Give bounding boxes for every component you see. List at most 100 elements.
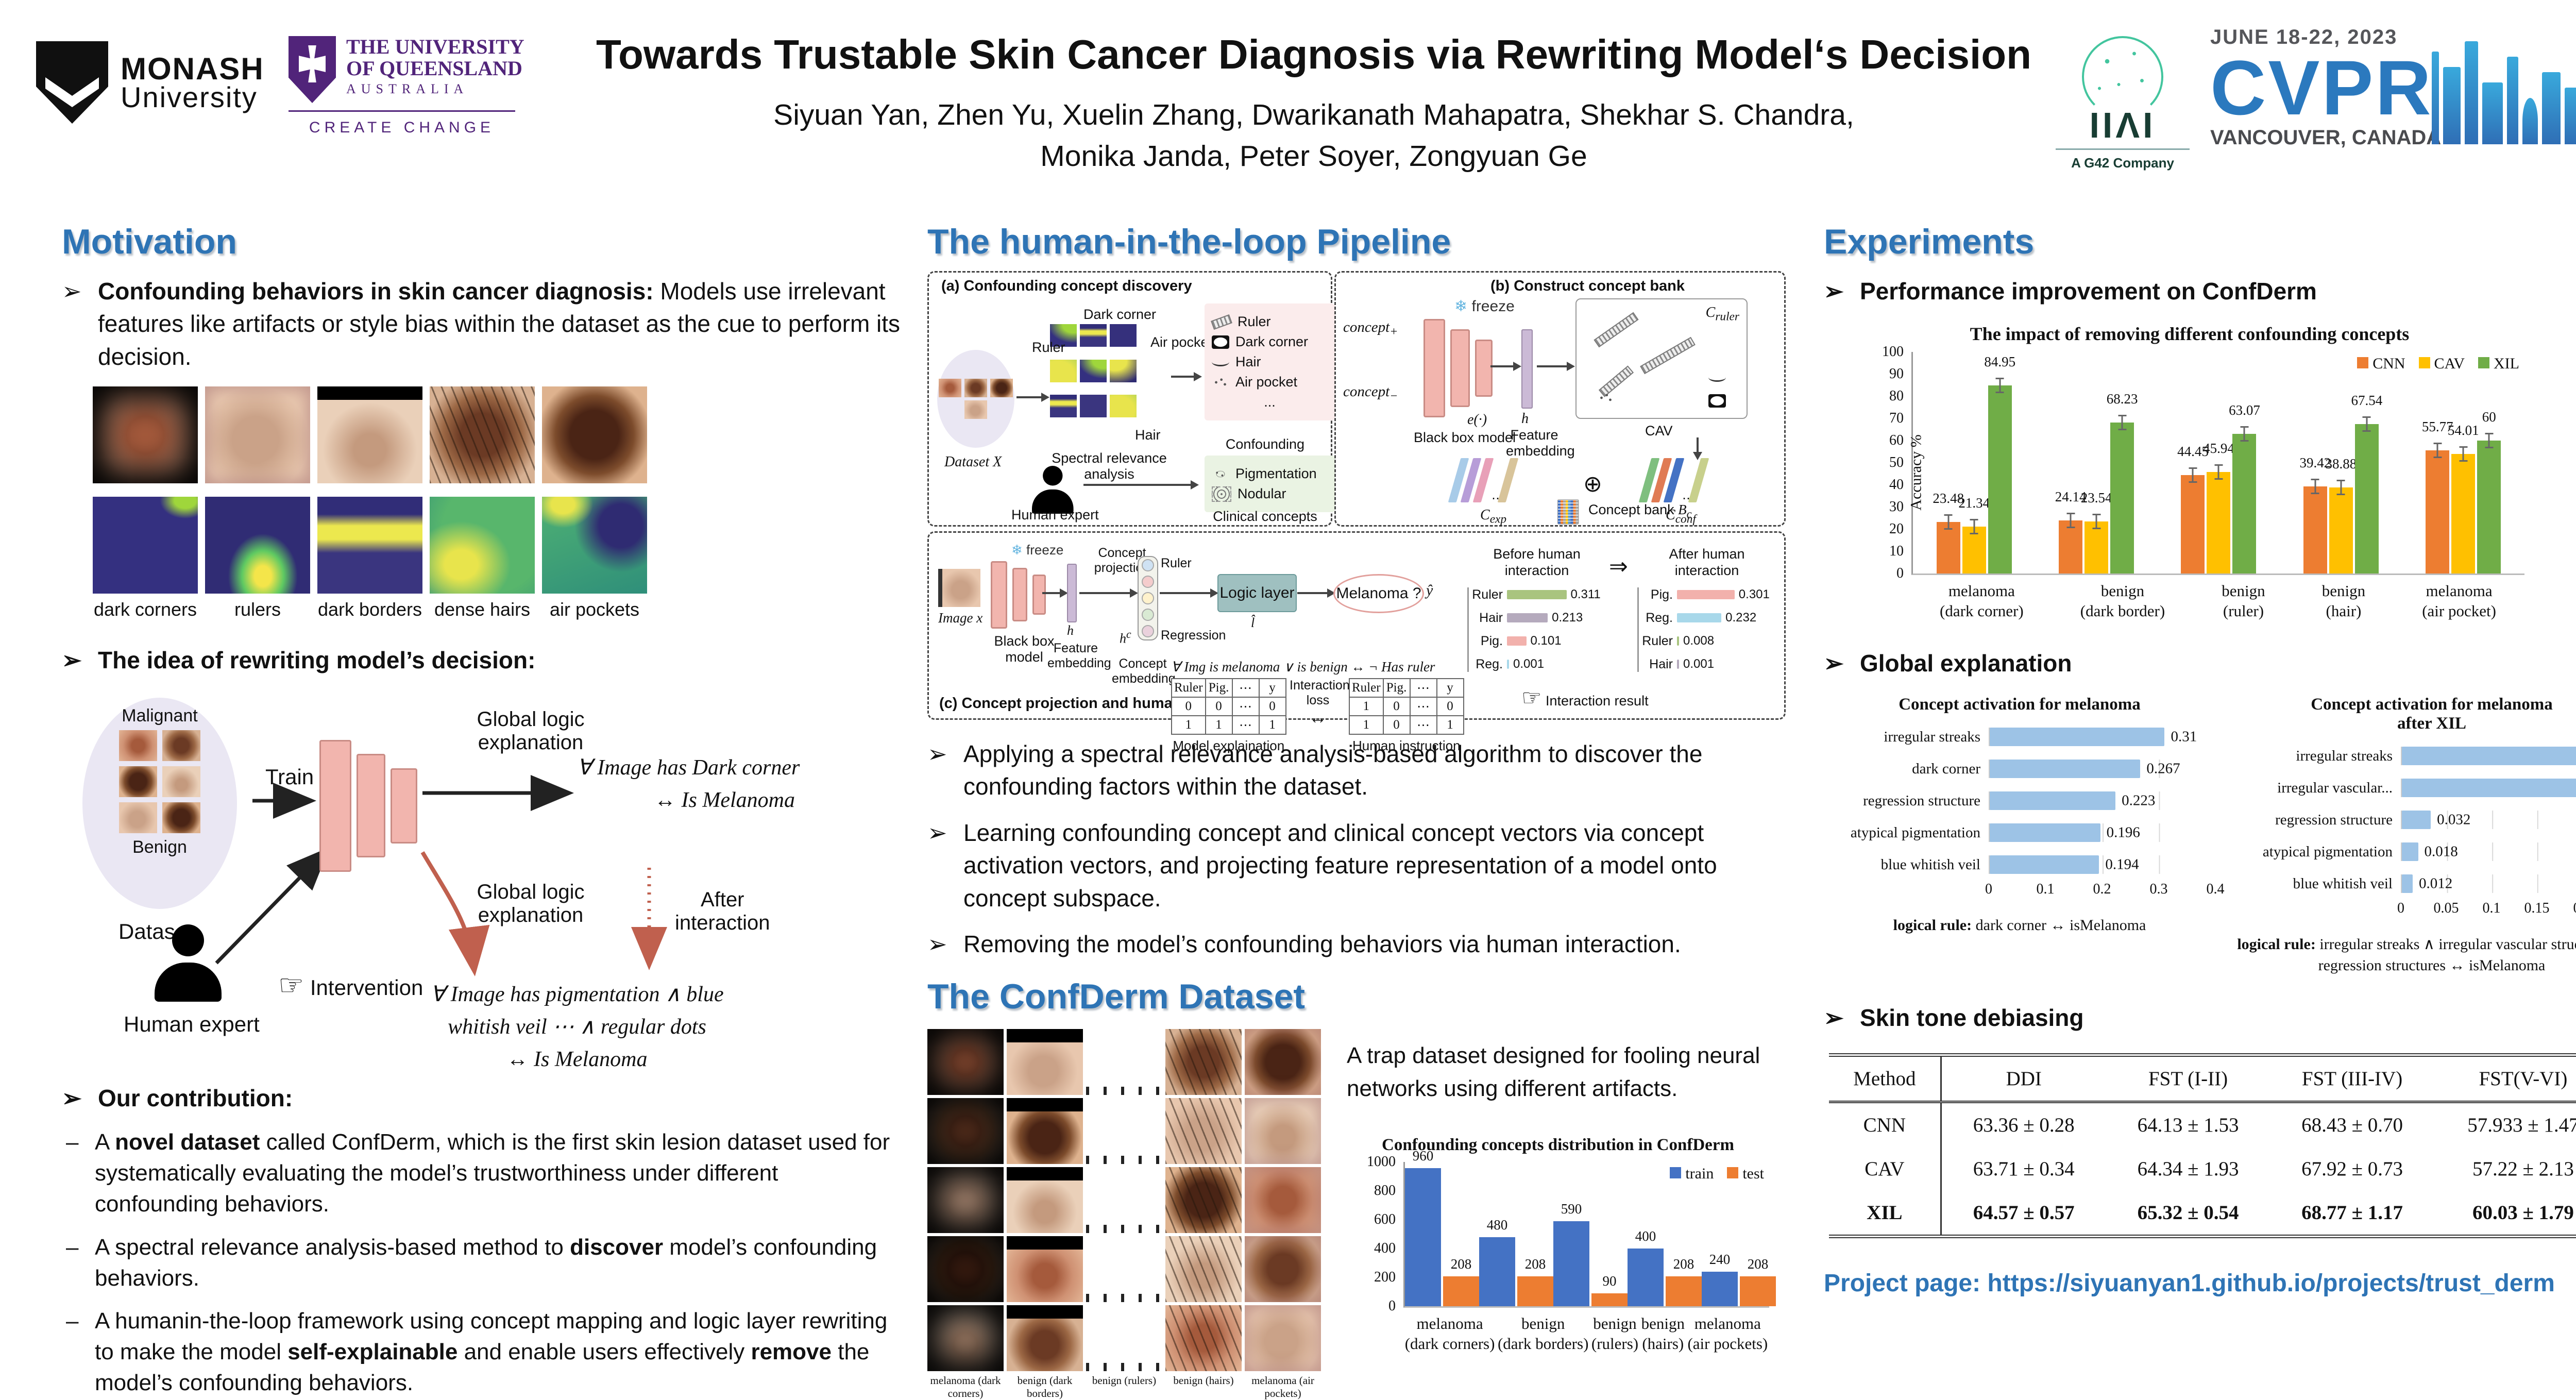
hbar-value-label: 0.018 (2425, 844, 2458, 861)
bar (2181, 475, 2205, 574)
bar-value-label: 21.34 (1958, 495, 1990, 511)
legend-label: CNN (2372, 355, 2405, 372)
image-x-label: Image x (938, 610, 982, 626)
confderm-sample-image (1245, 1236, 1321, 1302)
logical-rule-bold: logical rule: (1893, 917, 1972, 934)
error-bar (2463, 446, 2464, 462)
bar-wrap: 68.23 (2110, 423, 2134, 574)
confderm-sample-image (1007, 1029, 1083, 1095)
confderm-sample-image (1165, 1029, 1242, 1095)
error-bar (2244, 426, 2245, 442)
mini-bar-label: Hair (1640, 657, 1673, 672)
x-category-labels: melanoma(dark corners)benign(dark border… (1403, 1314, 1769, 1354)
x-ticks-row: 00.050.10.150.20.25 (2236, 900, 2576, 921)
y-tick: 800 (1374, 1183, 1396, 1199)
x-tick: 0.15 (2524, 900, 2550, 917)
cnn-model (319, 739, 417, 873)
confderm-sample-image (1245, 1305, 1321, 1371)
table-cell: 60.03 ± 1.79 (2434, 1191, 2576, 1237)
hbar-area: 0.018 (2401, 842, 2576, 861)
bar-wrap: 23.54 (2084, 521, 2108, 574)
tick-spacer (1824, 881, 1989, 902)
vancouver-skyline-icon (2432, 26, 2576, 144)
c3-b2: remove (751, 1339, 832, 1364)
x-category-line: (hairs) (1641, 1334, 1685, 1354)
bar-value-label: 38.88 (2325, 456, 2357, 472)
y-tick: 200 (1374, 1269, 1396, 1286)
logical-rule-bold: logical rule: (2237, 936, 2315, 953)
confderm-heading: The ConfDerm Dataset (927, 976, 1783, 1017)
conf-hair: Hair (1235, 354, 1261, 370)
feature-bar-b (1521, 329, 1533, 409)
human-expert-icon (155, 924, 222, 1002)
legend-item: CNN (2357, 355, 2405, 373)
hbar-bar (1990, 823, 2100, 842)
cvpr-logo: JUNE 18-22, 2023 CVPR VANCOUVER, CANADA (2210, 26, 2576, 149)
bar-wrap: 480 (1479, 1237, 1515, 1306)
hbar-bar (2402, 874, 2413, 893)
table-cell: ⋯ (1232, 716, 1259, 734)
human-expert-label: Human expert (124, 1012, 260, 1037)
feature-bar-c (1067, 564, 1077, 622)
y-tick: 0 (1388, 1298, 1396, 1314)
heatmap-dense-hairs (430, 497, 535, 594)
project-page-link[interactable]: Project page: https://siyuanyan1.github.… (1824, 1269, 2576, 1297)
heatmap-row (93, 497, 902, 594)
table-cell: CNN (1829, 1102, 1941, 1147)
confderm-sample-image (1165, 1098, 1242, 1164)
x-tick: 0.2 (2093, 881, 2111, 898)
hbar-category-label: atypical pigmentation (1824, 824, 1989, 841)
bar-wrap: 208 (1443, 1276, 1479, 1306)
bar-wrap: 23.48 (1937, 522, 1960, 574)
concept-embedding-strip (1138, 556, 1158, 640)
logic-layer-box: Logic layer (1217, 574, 1297, 612)
confderm-sample-image (1086, 1167, 1162, 1233)
bar-value-label: 90 (1603, 1273, 1617, 1289)
h-label-b: h (1521, 411, 1529, 427)
hbar-area: 0.012 (2401, 874, 2576, 893)
x-category-line: (dark border) (2080, 601, 2165, 621)
error-bar (2437, 443, 2438, 458)
iiai-globe-icon (2082, 36, 2163, 117)
rule2-line2: whitish veil ⋯ ∧ regular dots (381, 1011, 773, 1043)
chart-title: Concept activation for melanoma (2236, 695, 2576, 714)
bar (1740, 1276, 1776, 1306)
hbar-area: 0.31 (1989, 728, 2215, 746)
hm-air-pocket-label: Air pocket (1150, 334, 1212, 350)
arrow (1079, 592, 1131, 594)
idea-diagram: Malignant Benign Dataset Train Global lo… (62, 682, 866, 1069)
table-cell: 57.22 ± 2.13 (2434, 1147, 2576, 1191)
experiments-bullet-1: Performance improvement on ConfDerm (1824, 275, 2576, 308)
clin-pigmentation: Pigmentation (1235, 466, 1317, 482)
x-category-line: benign (2080, 581, 2165, 601)
bar-wrap: 590 (1553, 1221, 1589, 1306)
artifact-labels: dark corners rulers dark borders dense h… (93, 599, 902, 620)
y-axis-label: Accuracy % (1908, 434, 1925, 510)
error-bar (2096, 514, 2097, 529)
malignant-label: Malignant (82, 698, 237, 726)
bar-value-label: 480 (1487, 1217, 1508, 1233)
x-category: melanoma(dark corner) (1940, 581, 2024, 621)
panel-a-title: (a) Confounding concept discovery (941, 278, 1192, 295)
authors-line2: Monika Janda, Peter Soyer, Zongyuan Ge (541, 139, 2087, 173)
hbar-bar (2402, 747, 2576, 765)
hbar-area: 0.196 (1989, 823, 2215, 842)
mini-title-line2: interaction (1637, 562, 1776, 579)
arrow (1016, 396, 1042, 398)
heatmap-rulers (205, 497, 310, 594)
bar-wrap: 208 (1740, 1276, 1776, 1306)
confderm-sample-image (927, 1029, 1004, 1095)
label-air-pockets: air pockets (542, 599, 647, 620)
performance-chart: The impact of removing different confoun… (1855, 323, 2524, 621)
x-category-line: (ruler) (2222, 601, 2265, 621)
bar-value-label: 208 (1748, 1256, 1769, 1272)
hbar-bar (1990, 791, 2115, 810)
table-cell: ⋯ (1410, 716, 1437, 734)
table-header-cell: y (1437, 679, 1464, 697)
